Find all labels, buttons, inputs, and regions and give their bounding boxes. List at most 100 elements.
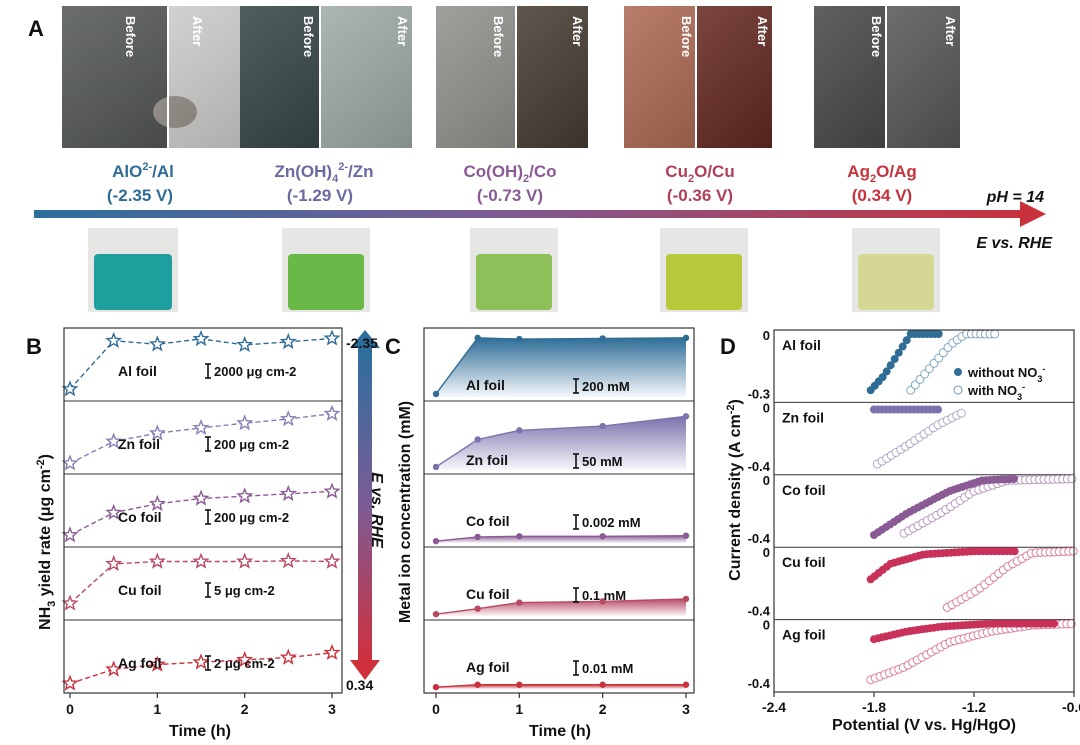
photo-co: Before After xyxy=(436,6,588,148)
row-label: Cu foil xyxy=(782,554,826,570)
panel-d-frame xyxy=(773,329,1075,693)
panel-c-row-zn-foil: Zn foil 50 mM xyxy=(424,400,694,471)
data-point-star xyxy=(236,650,254,668)
panel-c-x-axis: 0 1 2 3 xyxy=(432,693,690,717)
panel-a: A Before After Before After Before After xyxy=(28,6,1053,312)
x-tick-label: 2 xyxy=(599,701,607,717)
y-tick-label: 0 xyxy=(763,545,770,560)
data-point xyxy=(516,427,523,434)
data-point-star xyxy=(61,674,79,691)
before-label: Before xyxy=(491,16,506,57)
data-point xyxy=(599,681,606,688)
row-label: Co foil xyxy=(466,513,510,529)
data-point xyxy=(516,533,523,540)
with-no3-point xyxy=(1066,619,1076,629)
row-label: Al foil xyxy=(118,363,157,379)
row-scale-label: 0.1 mM xyxy=(582,588,626,603)
with-no3-point xyxy=(1068,546,1078,556)
without-no3-point xyxy=(934,405,942,414)
data-point-star xyxy=(105,660,123,677)
photo-zn: Before After xyxy=(240,6,412,148)
data-point xyxy=(682,334,690,342)
without-no3-point xyxy=(878,373,887,382)
data-point-star xyxy=(279,551,297,569)
data-point-star xyxy=(192,653,210,670)
couple-ag: Ag2O/Ag (0.34 V) xyxy=(847,162,916,205)
without-no3-point xyxy=(886,361,895,370)
svg-text:Ag2O/Ag: Ag2O/Ag xyxy=(847,162,916,185)
row-scale-label: 200 μg cm-2 xyxy=(214,510,289,525)
potential-arrow xyxy=(34,201,1046,227)
without-no3-point xyxy=(902,336,911,345)
data-point xyxy=(682,413,690,420)
panel-b-row-co-foil: Co foil 200 μg cm-2 xyxy=(61,473,342,543)
row-label: Al foil xyxy=(466,377,505,393)
vials xyxy=(88,228,940,312)
y-tick-label: 0 xyxy=(763,328,770,343)
legend: without NO3- with NO3- xyxy=(953,364,1045,402)
panel-c-row-co-foil: Co foil 0.002 mM xyxy=(424,473,694,545)
data-point-star xyxy=(236,414,254,431)
vial-co xyxy=(470,228,558,312)
panel-c-row-cu-foil: Cu foil 0.1 mM xyxy=(424,546,694,618)
data-point xyxy=(474,436,481,443)
row-label: Ag foil xyxy=(118,655,162,671)
data-point-star xyxy=(323,552,341,569)
after-label: After xyxy=(570,16,585,46)
top-potential: -2.35 xyxy=(346,335,378,351)
panel-b-xlabel: Time (h) xyxy=(169,723,231,740)
after-label: After xyxy=(755,16,770,46)
panel-a-letter: A xyxy=(28,16,44,41)
data-point-star xyxy=(61,594,79,611)
data-point-star xyxy=(236,335,254,353)
panel-b-row-zn-foil: Zn foil 200 μg cm-2 xyxy=(61,400,342,471)
potential-cu: (-0.36 V) xyxy=(667,186,733,205)
x-tick-label: 1 xyxy=(515,701,523,717)
series-area xyxy=(436,684,686,689)
data-point xyxy=(474,334,481,342)
panel-d-x-axis: -2.4 -1.8 -1.2 -0.6 xyxy=(762,692,1080,715)
panel-b-row-cu-foil: Cu foil 5 μg cm-2 xyxy=(61,546,342,611)
data-point-star xyxy=(192,418,210,436)
panel-d-xlabel: Potential (V vs. Hg/HgO) xyxy=(832,717,1016,734)
panel-c-ylabel: Metal ion concentration (mM) xyxy=(397,401,414,623)
panel-c-frame xyxy=(423,327,695,694)
data-point xyxy=(432,390,440,398)
row-label: Zn foil xyxy=(782,409,824,425)
panel-c-row-al-foil: Al foil 200 mM xyxy=(432,334,690,398)
row-label: Cu foil xyxy=(118,582,162,598)
data-point-star xyxy=(148,655,166,672)
without-no3-point xyxy=(898,342,907,351)
with-no3-point xyxy=(1067,474,1077,484)
row-label: Zn foil xyxy=(466,452,508,468)
row-label: Cu foil xyxy=(466,586,510,602)
photo-cu: Before After xyxy=(624,6,772,148)
x-tick-label: 0 xyxy=(66,701,74,717)
panel-d-ylabel: Current density (A cm-2) xyxy=(725,399,744,581)
without-no3-point xyxy=(894,348,903,357)
data-point xyxy=(516,681,523,688)
row-scale-label: 200 mM xyxy=(582,379,630,394)
svg-text:AlO2-/Al: AlO2-/Al xyxy=(112,161,174,181)
data-point-star xyxy=(105,554,123,572)
couple-zn: Zn(OH)42-/Zn (-1.29 V) xyxy=(275,161,374,205)
y-tick-label: -0.4 xyxy=(748,531,771,546)
vial-zn xyxy=(282,228,370,312)
data-point xyxy=(682,681,690,688)
data-point xyxy=(516,335,523,343)
svg-text:Zn(OH)42-/Zn: Zn(OH)42-/Zn xyxy=(275,161,374,185)
without-no3-point xyxy=(1010,474,1018,483)
panel-c-row-ag-foil: Ag foil 0.01 mM xyxy=(424,619,694,691)
data-point-star xyxy=(61,380,79,397)
svg-text:Co(OH)2/Co: Co(OH)2/Co xyxy=(464,162,557,185)
data-point-star xyxy=(279,484,297,502)
data-point xyxy=(599,533,606,540)
photo-al: Before After xyxy=(62,6,250,148)
vial-al xyxy=(88,228,178,312)
data-point-star xyxy=(323,404,341,421)
x-tick-label: 3 xyxy=(682,701,690,717)
before-label: Before xyxy=(869,16,884,57)
data-point-star xyxy=(192,489,210,506)
before-label: Before xyxy=(679,16,694,57)
panel-d-letter: D xyxy=(720,334,736,359)
